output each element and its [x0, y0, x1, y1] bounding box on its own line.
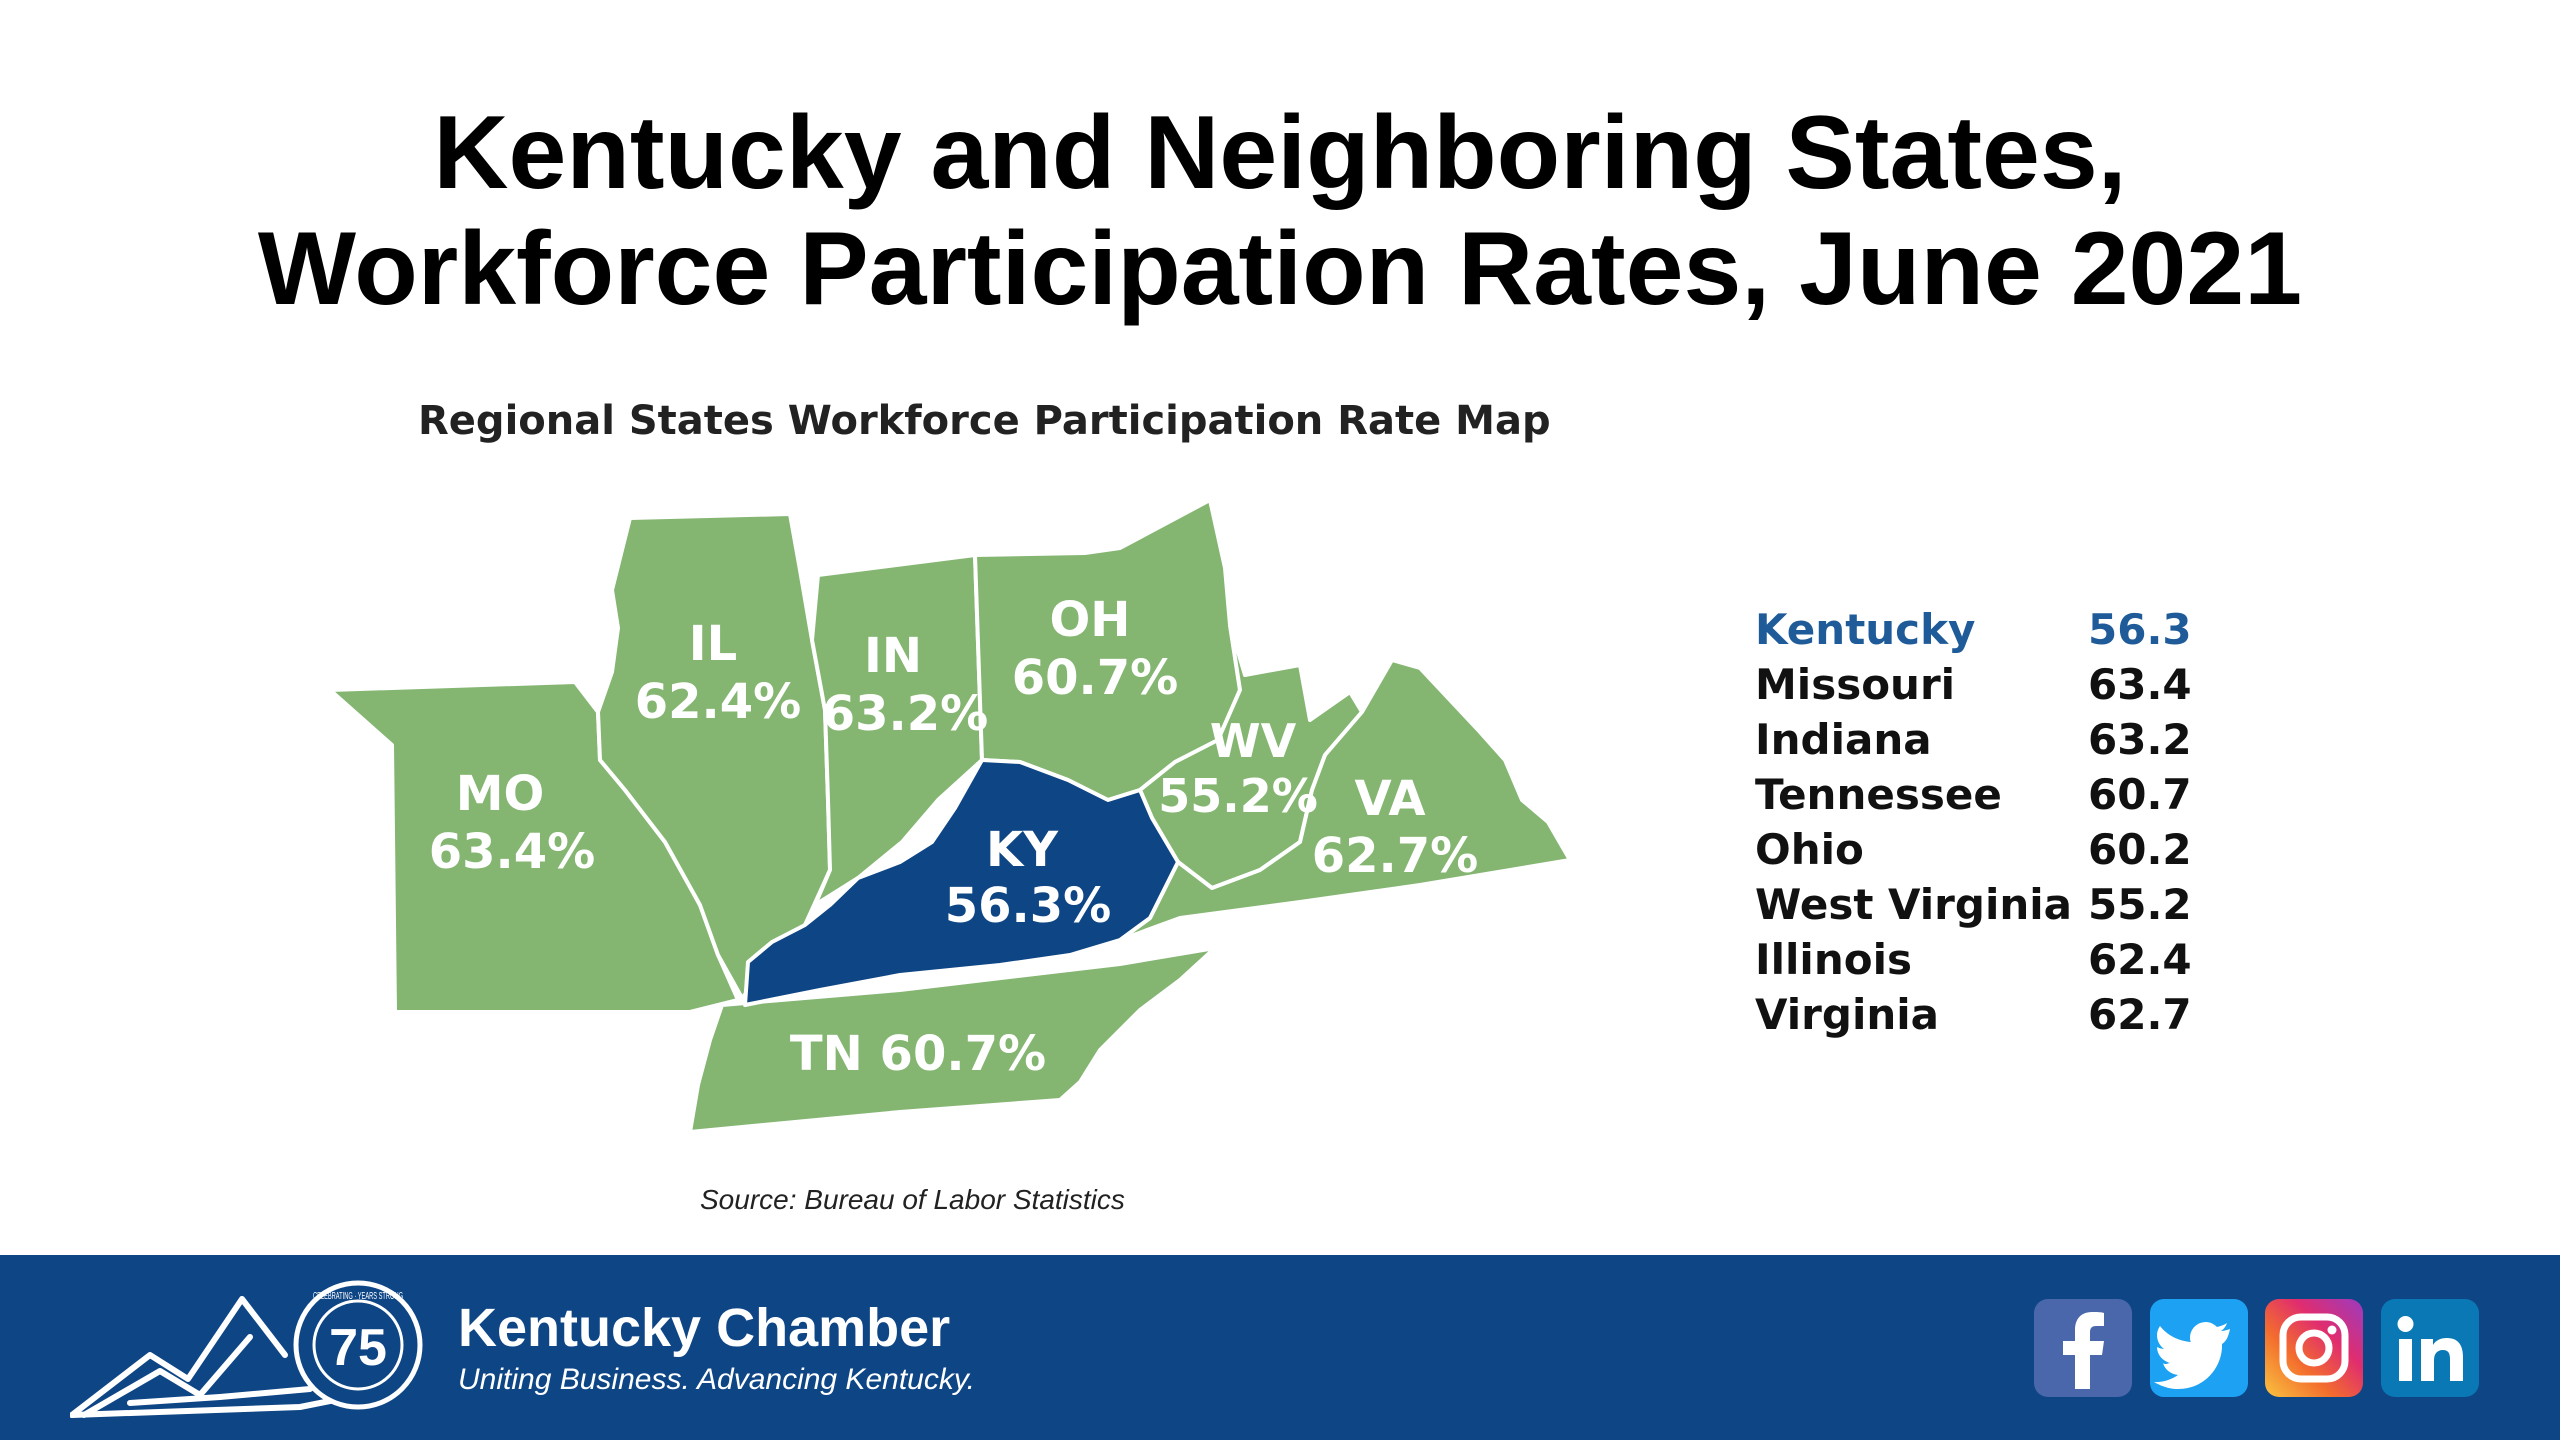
- svg-text:WV: WV: [1210, 714, 1297, 768]
- state-label-wv: WV 55.2%: [1158, 714, 1318, 823]
- rate-state-name: Indiana: [1755, 715, 1932, 764]
- svg-text:IL: IL: [689, 616, 737, 672]
- rate-state-name: Kentucky: [1755, 605, 1976, 654]
- logo-ring-text: CELEBRATING · YEARS STRONG: [313, 1291, 403, 1302]
- rate-row-ohio: Ohio 60.2: [1755, 825, 2195, 880]
- svg-text:OH: OH: [1050, 592, 1131, 648]
- logo-number: 75: [329, 1319, 387, 1377]
- rate-row-tennessee: Tennessee 60.7: [1755, 770, 2195, 825]
- footer-bar: 75 CELEBRATING · YEARS STRONG Kentucky C…: [0, 1255, 2560, 1440]
- state-label-mo: MO 63.4%: [429, 766, 596, 880]
- rate-value: 62.7: [2088, 990, 2192, 1039]
- svg-text:63.2%: 63.2%: [822, 686, 989, 742]
- rate-row-illinois: Illinois 62.4: [1755, 935, 2195, 990]
- state-label-il: IL 62.4%: [635, 616, 802, 730]
- rate-state-name: Ohio: [1755, 825, 1864, 874]
- organization-tagline: Uniting Business. Advancing Kentucky.: [458, 1363, 975, 1396]
- title-line-1: Kentucky and Neighboring States,: [433, 95, 2127, 211]
- rate-value: 63.4: [2088, 660, 2192, 709]
- svg-text:KY: KY: [986, 822, 1059, 878]
- rate-value: 63.2: [2088, 715, 2192, 764]
- regional-states-map: MO 63.4% IL 62.4% IN 63.2% OH 60.7% WV 5…: [328, 498, 1572, 1134]
- rate-value: 60.2: [2088, 825, 2192, 874]
- svg-text:63.4%: 63.4%: [429, 824, 596, 880]
- state-ky: [743, 758, 1180, 1007]
- linkedin-icon[interactable]: [2381, 1299, 2479, 1397]
- rate-state-name: Missouri: [1755, 660, 1956, 709]
- facebook-icon[interactable]: [2034, 1299, 2132, 1397]
- twitter-icon[interactable]: [2150, 1299, 2248, 1397]
- rate-row-kentucky: Kentucky 56.3: [1755, 605, 2195, 660]
- rate-row-indiana: Indiana 63.2: [1755, 715, 2195, 770]
- anniversary-badge-icon: 75 CELEBRATING · YEARS STRONG: [293, 1280, 423, 1410]
- svg-text:56.3%: 56.3%: [945, 878, 1112, 934]
- state-label-tn: TN 60.7%: [790, 1026, 1046, 1082]
- state-label-va: VA 62.7%: [1312, 771, 1479, 884]
- rate-value: 56.3: [2088, 605, 2192, 654]
- rate-value: 55.2: [2088, 880, 2192, 929]
- kentucky-chamber-logo: 75 CELEBRATING · YEARS STRONG: [70, 1280, 423, 1418]
- source-note: Source: Bureau of Labor Statistics: [700, 1184, 1125, 1215]
- rate-value: 62.4: [2088, 935, 2192, 984]
- title-line-2: Workforce Participation Rates, June 2021: [257, 211, 2303, 327]
- svg-text:TN 60.7%: TN 60.7%: [790, 1026, 1046, 1082]
- svg-text:VA: VA: [1354, 771, 1425, 827]
- svg-text:55.2%: 55.2%: [1158, 769, 1318, 823]
- svg-text:IN: IN: [864, 628, 922, 684]
- rate-value: 60.7: [2088, 770, 2192, 819]
- state-va: [1118, 658, 1572, 942]
- svg-text:62.4%: 62.4%: [635, 674, 802, 730]
- organization-name: Kentucky Chamber: [458, 1298, 951, 1358]
- rates-table: Kentucky 56.3 Missouri 63.4 Indiana 63.2…: [1755, 605, 2195, 1045]
- state-tn: [688, 946, 1217, 1134]
- svg-text:60.7%: 60.7%: [1012, 650, 1179, 706]
- rate-state-name: West Virginia: [1755, 880, 2072, 929]
- rate-row-west-virginia: West Virginia 55.2: [1755, 880, 2195, 935]
- rate-state-name: Virginia: [1755, 990, 1939, 1039]
- rate-row-missouri: Missouri 63.4: [1755, 660, 2195, 715]
- state-label-oh: OH 60.7%: [1012, 592, 1179, 706]
- state-label-in: IN 63.2%: [822, 628, 989, 742]
- rate-row-virginia: Virginia 62.7: [1755, 990, 2195, 1045]
- slide-title: Kentucky and Neighboring States, Workfor…: [0, 95, 2560, 327]
- rate-state-name: Tennessee: [1755, 770, 2002, 819]
- rate-state-name: Illinois: [1755, 935, 1912, 984]
- svg-text:62.7%: 62.7%: [1312, 828, 1479, 884]
- instagram-icon[interactable]: [2265, 1299, 2363, 1397]
- state-label-ky: KY 56.3%: [945, 822, 1112, 934]
- map-title: Regional States Workforce Participation …: [418, 398, 1551, 444]
- svg-text:MO: MO: [456, 766, 545, 822]
